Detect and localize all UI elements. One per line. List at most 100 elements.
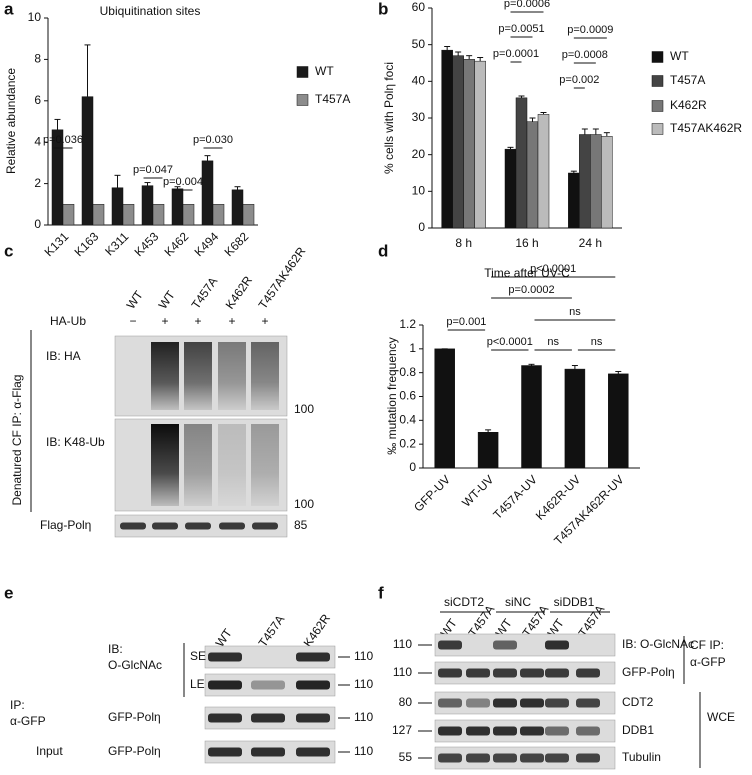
row-label: IB: HA <box>46 349 81 363</box>
annotation: p=0.0008 <box>562 49 608 61</box>
smear <box>151 342 179 410</box>
bar <box>477 432 499 469</box>
band <box>438 698 462 708</box>
annotation: p<0.0001 <box>487 336 533 348</box>
blot <box>204 645 336 669</box>
row-label: DDB1 <box>622 723 654 737</box>
group-label: siCDT2 <box>444 595 484 609</box>
band <box>296 713 330 723</box>
bar <box>521 365 542 469</box>
band <box>545 640 569 650</box>
band <box>545 753 569 763</box>
band <box>466 668 490 678</box>
row-label: IB: O-GlcNAc <box>622 637 694 651</box>
wce-label: WCE <box>707 710 735 724</box>
annotation: p=0.0002 <box>508 284 554 296</box>
bar <box>463 59 475 229</box>
ib-label: O-GlcNAc <box>108 658 162 672</box>
x-tick-label: K682 <box>222 229 252 259</box>
band <box>545 726 569 736</box>
error-bar <box>529 117 536 122</box>
y-tick-label: 0 <box>418 220 425 234</box>
error-bar <box>144 182 151 186</box>
bar <box>434 348 455 469</box>
legend-label: K462R <box>670 98 707 112</box>
marker-label: 85 <box>294 518 308 532</box>
y-tick-label: 8 <box>34 52 41 66</box>
band <box>493 726 517 736</box>
x-tick-label: K462 <box>162 229 192 259</box>
band <box>152 522 178 530</box>
legend-label: T457A <box>670 73 705 87</box>
legend-label: T457A <box>315 92 350 106</box>
band <box>438 753 462 763</box>
x-tick-label: K453 <box>132 229 162 259</box>
error-bar <box>477 57 484 62</box>
bar <box>504 148 517 229</box>
bar <box>231 189 244 226</box>
row-label: Flag-Polη <box>40 518 91 532</box>
x-tick-label: 24 h <box>579 236 602 250</box>
bar <box>141 185 154 226</box>
annotation: p=0.0006 <box>504 0 550 10</box>
panel-letter: c <box>4 241 13 260</box>
error-bar <box>455 51 462 56</box>
lane-label: T457A <box>256 613 288 650</box>
band <box>296 747 330 757</box>
y-tick-label: 60 <box>412 0 426 14</box>
band <box>219 522 245 530</box>
panel-letter: d <box>378 241 388 260</box>
legend-swatch <box>651 51 664 63</box>
treatment-label: HA-Ub <box>50 314 86 328</box>
band <box>576 726 600 736</box>
error-bar <box>528 363 535 366</box>
ip-label: CF IP: <box>690 638 724 652</box>
band <box>545 698 569 708</box>
band <box>520 698 544 708</box>
bar <box>201 160 214 226</box>
y-tick-label: 40 <box>412 74 426 88</box>
smear <box>151 424 179 506</box>
y-tick-label: 30 <box>412 110 426 124</box>
annotation: p=0.002 <box>559 74 599 86</box>
annotation: ns <box>547 336 559 348</box>
y-axis-label: % cells with Polη foci <box>382 62 396 174</box>
annotation: ns <box>591 336 603 348</box>
error-bar <box>603 132 610 137</box>
y-tick-label: 6 <box>34 93 41 107</box>
smear <box>184 424 212 506</box>
lane-label: WT <box>156 288 179 312</box>
treatment-mark: + <box>228 314 235 328</box>
annotation: p<0.0001 <box>530 263 576 275</box>
band <box>493 668 517 678</box>
legend-swatch <box>651 100 664 112</box>
marker-label: 110 <box>393 637 412 651</box>
y-tick-label: 0 <box>409 460 416 474</box>
band <box>466 698 490 708</box>
bar <box>122 204 135 226</box>
x-tick-label: 16 h <box>515 236 538 250</box>
panel-letter: a <box>4 0 14 18</box>
y-axis-label: ‰ mutation frequency <box>385 337 399 454</box>
row-label: CDT2 <box>622 695 654 709</box>
y-tick-label: 10 <box>28 10 42 24</box>
legend-label: WT <box>670 49 689 63</box>
marker-label: 110 <box>354 677 373 691</box>
error-bar <box>570 170 577 173</box>
bar <box>81 96 94 226</box>
x-tick-label: 8 h <box>455 236 472 250</box>
x-tick-label: WT-UV <box>459 472 496 509</box>
row-label: Tubulin <box>622 750 661 764</box>
marker-label: 110 <box>354 649 373 663</box>
band <box>438 726 462 736</box>
lane-label: WT <box>124 288 147 312</box>
blot <box>204 673 336 697</box>
bar <box>62 204 75 226</box>
error-bar <box>592 128 599 135</box>
band <box>545 668 569 678</box>
row-label: LE <box>190 677 205 691</box>
band <box>252 522 278 530</box>
error-bar <box>507 146 514 150</box>
x-tick-label: K163 <box>72 229 102 259</box>
